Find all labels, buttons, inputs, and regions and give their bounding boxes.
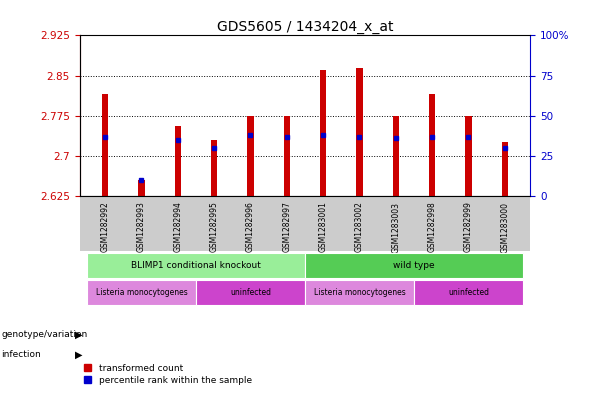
Text: BLIMP1 conditional knockout: BLIMP1 conditional knockout <box>131 261 261 270</box>
Text: GSM1283003: GSM1283003 <box>391 202 400 253</box>
Bar <box>284 116 290 196</box>
Text: GSM1283001: GSM1283001 <box>319 202 327 252</box>
Legend: transformed count, percentile rank within the sample: transformed count, percentile rank withi… <box>84 364 252 385</box>
Bar <box>501 143 508 196</box>
Text: ▶: ▶ <box>75 349 82 360</box>
Text: Listeria monocytogenes: Listeria monocytogenes <box>96 288 188 297</box>
Text: GSM1282993: GSM1282993 <box>137 202 146 252</box>
Text: ▶: ▶ <box>75 330 82 340</box>
Text: genotype/variation: genotype/variation <box>1 331 88 339</box>
Bar <box>320 70 326 196</box>
Text: uninfected: uninfected <box>448 288 489 297</box>
Bar <box>87 280 196 305</box>
Text: GSM1282994: GSM1282994 <box>173 202 182 252</box>
Bar <box>87 253 305 277</box>
Text: infection: infection <box>1 350 41 359</box>
Bar <box>429 94 435 196</box>
Bar <box>305 253 523 277</box>
Title: GDS5605 / 1434204_x_at: GDS5605 / 1434204_x_at <box>217 20 393 34</box>
Text: GSM1282996: GSM1282996 <box>246 202 255 252</box>
Bar <box>465 116 472 196</box>
Bar <box>175 127 181 196</box>
Text: GSM1283002: GSM1283002 <box>355 202 364 252</box>
Bar <box>305 280 414 305</box>
Text: GSM1282992: GSM1282992 <box>101 202 110 252</box>
Text: uninfected: uninfected <box>230 288 271 297</box>
Text: wild type: wild type <box>393 261 435 270</box>
Bar <box>211 140 218 196</box>
Bar <box>414 280 523 305</box>
Text: Listeria monocytogenes: Listeria monocytogenes <box>314 288 405 297</box>
Bar <box>247 116 254 196</box>
Text: GSM1282995: GSM1282995 <box>210 202 219 252</box>
Bar <box>138 180 145 196</box>
Bar <box>356 68 363 196</box>
Text: GSM1282997: GSM1282997 <box>283 202 291 252</box>
Bar <box>392 116 399 196</box>
Bar <box>196 280 305 305</box>
Bar <box>102 94 109 196</box>
Text: GSM1282998: GSM1282998 <box>428 202 436 252</box>
Text: GSM1283000: GSM1283000 <box>500 202 509 253</box>
Text: GSM1282999: GSM1282999 <box>464 202 473 252</box>
